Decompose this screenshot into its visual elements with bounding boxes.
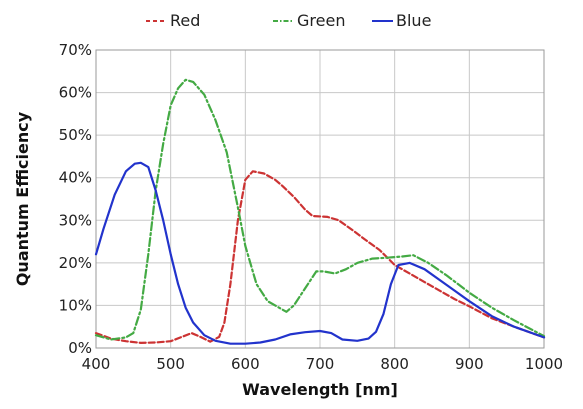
y-tick-label: 60% <box>59 84 92 102</box>
x-tick-labels: 400 500 600 700 800 900 1000 <box>82 355 563 373</box>
x-tick-label: 1000 <box>525 355 563 373</box>
grid <box>95 49 545 349</box>
y-tick-label: 30% <box>59 211 92 229</box>
y-tick-label: 20% <box>59 254 92 272</box>
x-axis-label: Wavelength [nm] <box>242 380 398 399</box>
series-line-red <box>94 170 546 344</box>
y-tick-label: 50% <box>59 126 92 144</box>
plot-area-frame <box>95 49 545 349</box>
x-tick-label: 600 <box>231 355 260 373</box>
x-tick-label: 400 <box>82 355 111 373</box>
y-tick-labels: 0% 10% 20% 30% 40% 50% 60% 70% <box>59 41 92 357</box>
x-tick-label: 700 <box>306 355 335 373</box>
y-tick-label: 0% <box>68 339 92 357</box>
x-tick-label: 900 <box>455 355 484 373</box>
series-line-blue <box>94 161 546 345</box>
series-lines <box>94 78 546 345</box>
legend-label-blue: Blue <box>396 11 431 30</box>
x-tick-label: 500 <box>156 355 185 373</box>
series-line-green <box>94 78 546 341</box>
y-tick-label: 70% <box>59 41 92 59</box>
legend-label-green: Green <box>297 11 345 30</box>
y-axis-label: Quantum Efficiency <box>13 111 32 286</box>
y-tick-label: 10% <box>59 296 92 314</box>
legend: Red Green Blue <box>146 11 431 30</box>
y-tick-label: 40% <box>59 169 92 187</box>
legend-label-red: Red <box>170 11 200 30</box>
x-tick-label: 800 <box>380 355 409 373</box>
